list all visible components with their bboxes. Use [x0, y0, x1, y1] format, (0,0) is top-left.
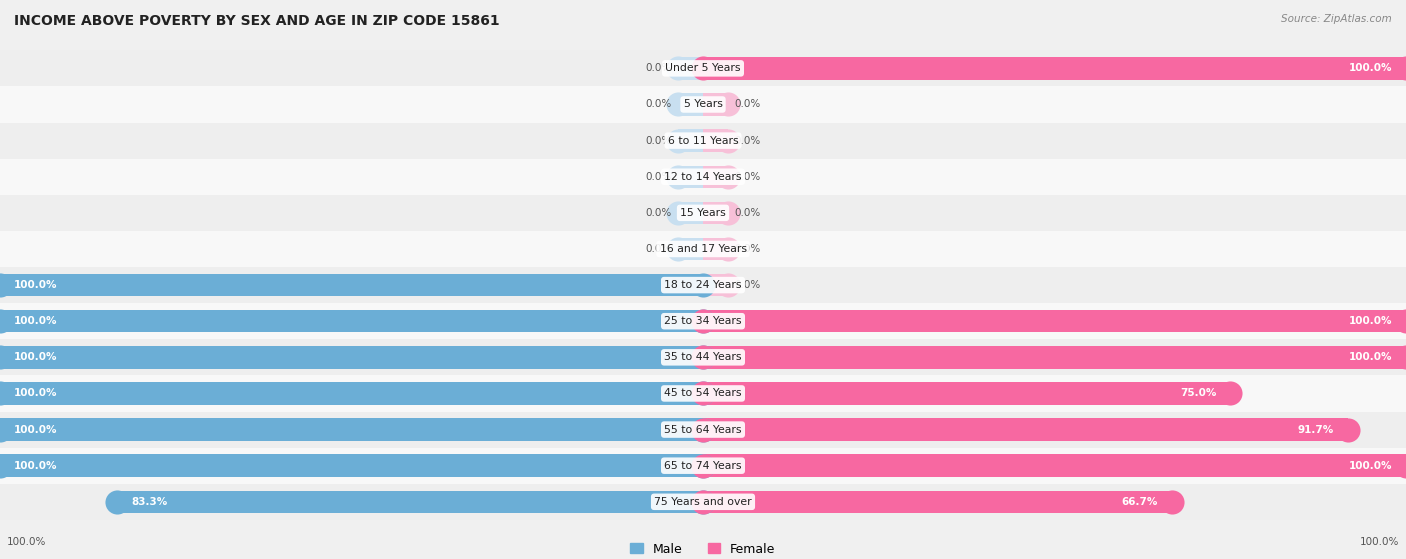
Text: 55 to 64 Years: 55 to 64 Years	[664, 425, 742, 434]
Text: 0.0%: 0.0%	[734, 244, 761, 254]
Text: 25 to 34 Years: 25 to 34 Years	[664, 316, 742, 326]
Bar	[0, 346, 703, 368]
Text: 18 to 24 Years: 18 to 24 Years	[664, 280, 742, 290]
Text: 100.0%: 100.0%	[14, 352, 58, 362]
Bar	[678, 93, 703, 116]
Bar	[678, 57, 703, 79]
Text: 100.0%: 100.0%	[7, 537, 46, 547]
Bar	[703, 93, 728, 116]
Bar	[0, 159, 1406, 195]
Bar	[703, 454, 1406, 477]
Text: 0.0%: 0.0%	[734, 100, 761, 110]
Bar	[0, 122, 1406, 159]
Text: 35 to 44 Years: 35 to 44 Years	[664, 352, 742, 362]
Text: 0.0%: 0.0%	[645, 63, 672, 73]
Bar	[678, 238, 703, 260]
Bar	[703, 238, 728, 260]
Text: 0.0%: 0.0%	[734, 208, 761, 218]
Bar	[703, 165, 728, 188]
Bar	[678, 165, 703, 188]
Text: 0.0%: 0.0%	[734, 172, 761, 182]
Bar	[0, 339, 1406, 376]
Bar	[0, 454, 703, 477]
Bar	[0, 50, 1406, 87]
Text: 100.0%: 100.0%	[14, 280, 58, 290]
Bar	[678, 202, 703, 224]
Text: 16 and 17 Years: 16 and 17 Years	[659, 244, 747, 254]
Legend: Male, Female: Male, Female	[626, 538, 780, 559]
Text: 100.0%: 100.0%	[1348, 352, 1392, 362]
Text: Under 5 Years: Under 5 Years	[665, 63, 741, 73]
Bar	[0, 87, 1406, 122]
Text: 100.0%: 100.0%	[14, 316, 58, 326]
Bar	[0, 267, 1406, 303]
Bar	[703, 202, 728, 224]
Text: 5 Years: 5 Years	[683, 100, 723, 110]
Bar	[0, 310, 703, 333]
Text: 0.0%: 0.0%	[645, 100, 672, 110]
Text: 0.0%: 0.0%	[645, 208, 672, 218]
Text: 65 to 74 Years: 65 to 74 Years	[664, 461, 742, 471]
Bar	[703, 57, 1406, 79]
Text: 100.0%: 100.0%	[1348, 63, 1392, 73]
Text: 0.0%: 0.0%	[645, 136, 672, 145]
Bar	[0, 484, 1406, 520]
Bar	[703, 130, 728, 152]
Bar	[0, 382, 703, 405]
Bar	[703, 346, 1406, 368]
Text: 66.7%: 66.7%	[1122, 497, 1159, 507]
Text: 12 to 14 Years: 12 to 14 Years	[664, 172, 742, 182]
Bar	[0, 303, 1406, 339]
Bar	[678, 130, 703, 152]
Text: 100.0%: 100.0%	[1348, 461, 1392, 471]
Text: 45 to 54 Years: 45 to 54 Years	[664, 389, 742, 399]
Text: 15 Years: 15 Years	[681, 208, 725, 218]
Bar	[0, 231, 1406, 267]
Text: INCOME ABOVE POVERTY BY SEX AND AGE IN ZIP CODE 15861: INCOME ABOVE POVERTY BY SEX AND AGE IN Z…	[14, 14, 499, 28]
Text: 0.0%: 0.0%	[734, 280, 761, 290]
Bar	[703, 418, 1348, 440]
Text: Source: ZipAtlas.com: Source: ZipAtlas.com	[1281, 14, 1392, 24]
Text: 0.0%: 0.0%	[645, 244, 672, 254]
Text: 75.0%: 75.0%	[1180, 389, 1216, 399]
Bar	[0, 448, 1406, 484]
Text: 91.7%: 91.7%	[1298, 425, 1333, 434]
Bar	[703, 382, 1230, 405]
Text: 100.0%: 100.0%	[14, 425, 58, 434]
Bar	[0, 274, 703, 296]
Bar	[703, 310, 1406, 333]
Bar	[703, 274, 728, 296]
Bar	[0, 411, 1406, 448]
Text: 0.0%: 0.0%	[645, 172, 672, 182]
Text: 0.0%: 0.0%	[734, 136, 761, 145]
Bar	[703, 491, 1173, 513]
Text: 100.0%: 100.0%	[14, 389, 58, 399]
Bar	[0, 418, 703, 440]
Text: 83.3%: 83.3%	[132, 497, 167, 507]
Text: 75 Years and over: 75 Years and over	[654, 497, 752, 507]
Bar	[0, 376, 1406, 411]
Text: 100.0%: 100.0%	[14, 461, 58, 471]
Bar	[0, 195, 1406, 231]
Text: 6 to 11 Years: 6 to 11 Years	[668, 136, 738, 145]
Bar	[117, 491, 703, 513]
Text: 100.0%: 100.0%	[1360, 537, 1399, 547]
Text: 100.0%: 100.0%	[1348, 316, 1392, 326]
